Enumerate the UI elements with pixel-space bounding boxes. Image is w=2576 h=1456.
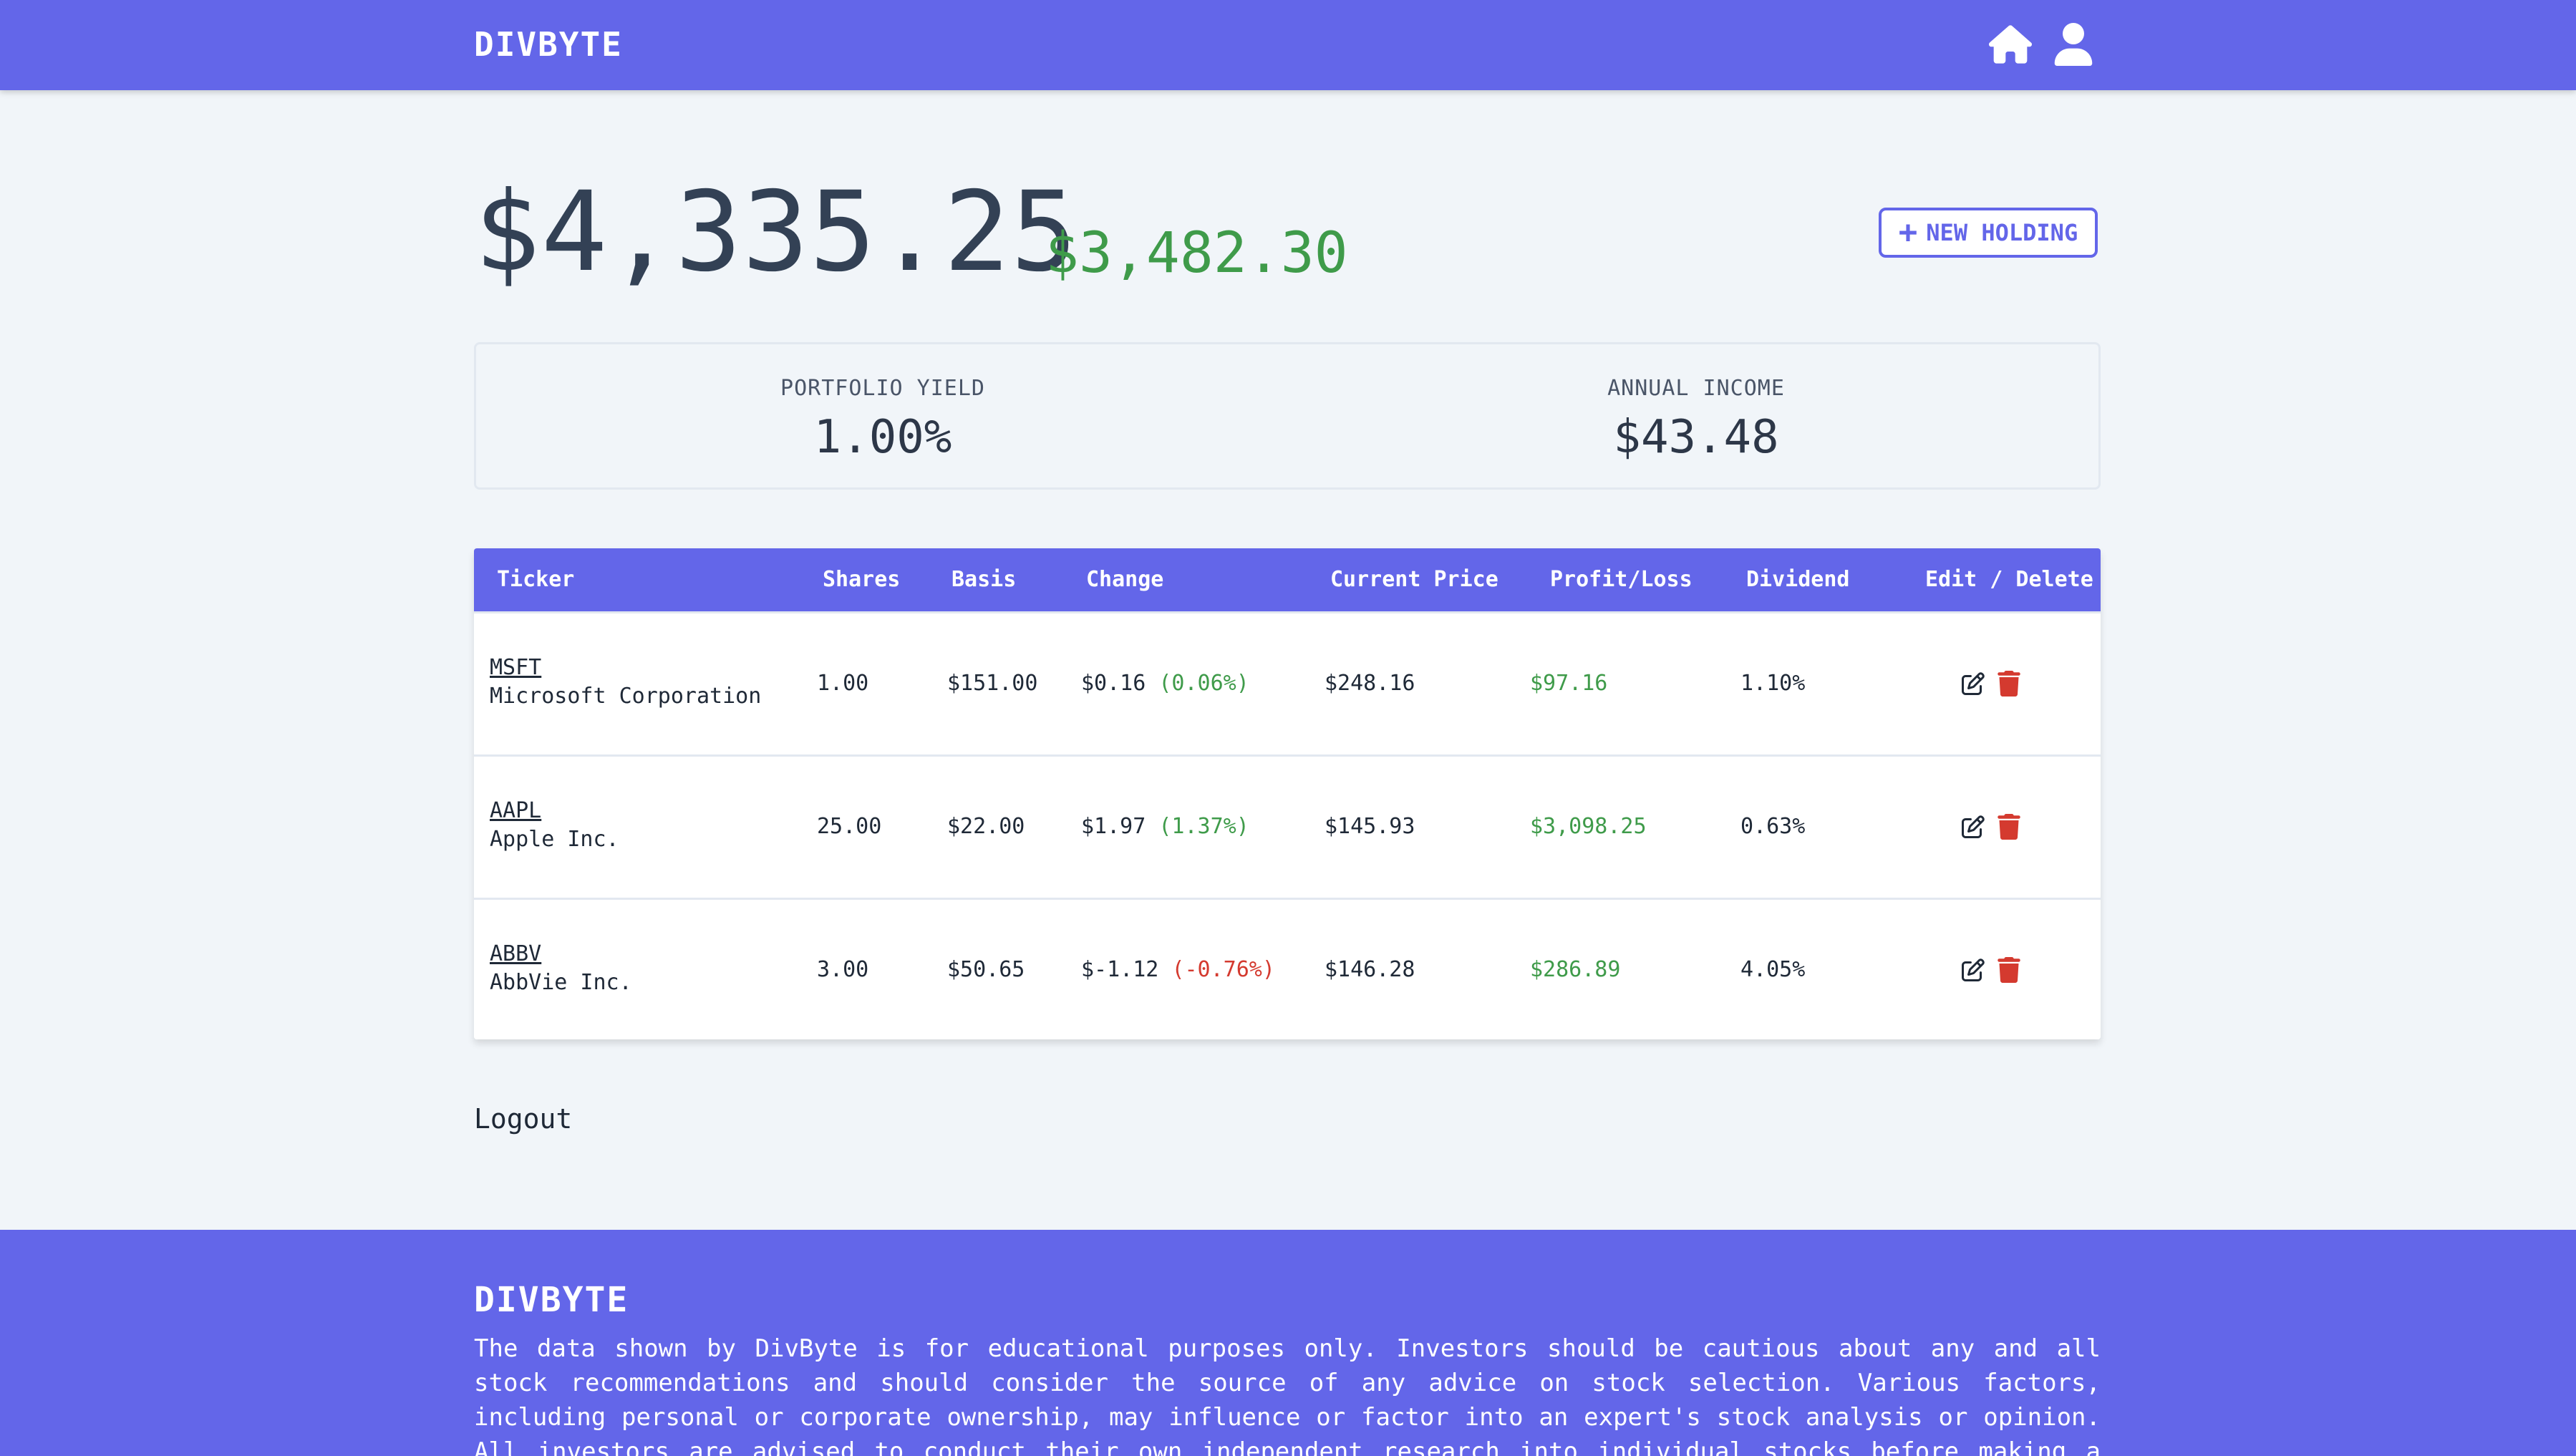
annual-income-stat: ANNUAL INCOME $43.48 [1289, 344, 2103, 487]
trash-icon[interactable] [1998, 814, 2020, 840]
column-header-change: Change [1086, 567, 1164, 592]
footer: DIVBYTE The data shown by DivByte is for… [0, 1230, 2576, 1456]
portfolio-total-value: $4,335.25 [474, 168, 1078, 296]
shares-cell: 1.00 [817, 671, 869, 696]
trash-icon[interactable] [1998, 671, 2020, 697]
column-header-dividend: Dividend [1746, 567, 1850, 592]
column-header-basis: Basis [952, 567, 1017, 592]
dividend-cell: 4.05% [1740, 957, 1806, 982]
basis-cell: $50.65 [947, 957, 1025, 982]
trash-icon[interactable] [1998, 957, 2020, 983]
current-price-cell: $145.93 [1325, 814, 1415, 839]
profit-loss-cell: $3,098.25 [1530, 814, 1647, 839]
edit-icon[interactable] [1962, 957, 1985, 983]
top-navbar: DIVBYTE [0, 0, 2576, 90]
ticker-link[interactable]: AAPL [490, 798, 542, 823]
table-row: AAPL Apple Inc. 25.00 $22.00 $1.97 (1.37… [474, 754, 2101, 898]
column-header-shares: Shares [823, 567, 901, 592]
dividend-cell: 0.63% [1740, 814, 1806, 839]
current-price-cell: $146.28 [1325, 957, 1415, 982]
plus-icon: + [1898, 214, 1918, 251]
brand-logo[interactable]: DIVBYTE [474, 25, 623, 64]
table-row: MSFT Microsoft Corporation 1.00 $151.00 … [474, 611, 2101, 754]
basis-cell: $22.00 [947, 814, 1025, 839]
ticker-link[interactable]: ABBV [490, 941, 542, 966]
annual-income-label: ANNUAL INCOME [1607, 376, 1785, 401]
portfolio-stats-card: PORTFOLIO YIELD 1.00% ANNUAL INCOME $43.… [474, 342, 2101, 490]
edit-icon[interactable] [1962, 814, 1985, 840]
portfolio-gain-value: $3,482.30 [1045, 221, 1348, 286]
new-holding-label: NEW HOLDING [1926, 219, 2078, 246]
table-header: Ticker Shares Basis Change Current Price… [474, 548, 2101, 611]
change-cell: $0.16 (0.06%) [1081, 671, 1249, 696]
portfolio-yield-stat: PORTFOLIO YIELD 1.00% [476, 344, 1289, 487]
change-cell: $-1.12 (-0.76%) [1081, 957, 1275, 982]
holdings-table: Ticker Shares Basis Change Current Price… [474, 548, 2101, 1039]
company-name: Microsoft Corporation [490, 684, 762, 709]
column-header-edit-delete: Edit / Delete [1925, 567, 2093, 592]
column-header-current-price: Current Price [1330, 567, 1498, 592]
current-price-cell: $248.16 [1325, 671, 1415, 696]
column-header-profit-loss: Profit/Loss [1550, 567, 1693, 592]
footer-brand: DIVBYTE [474, 1280, 629, 1320]
basis-cell: $151.00 [947, 671, 1038, 696]
portfolio-yield-label: PORTFOLIO YIELD [780, 376, 985, 401]
new-holding-button[interactable]: + NEW HOLDING [1879, 208, 2098, 258]
ticker-link[interactable]: MSFT [490, 655, 542, 680]
home-icon[interactable] [1989, 23, 2032, 66]
logout-link[interactable]: Logout [474, 1103, 573, 1135]
dividend-cell: 1.10% [1740, 671, 1806, 696]
user-icon[interactable] [2052, 23, 2095, 66]
profit-loss-cell: $286.89 [1530, 957, 1621, 982]
table-row: ABBV AbbVie Inc. 3.00 $50.65 $-1.12 (-0.… [474, 898, 2101, 1039]
company-name: Apple Inc. [490, 827, 619, 852]
shares-cell: 3.00 [817, 957, 869, 982]
footer-disclaimer: The data shown by DivByte is for educati… [474, 1334, 2101, 1456]
portfolio-yield-value: 1.00% [813, 411, 952, 464]
change-cell: $1.97 (1.37%) [1081, 814, 1249, 839]
company-name: AbbVie Inc. [490, 970, 632, 995]
profit-loss-cell: $97.16 [1530, 671, 1608, 696]
column-header-ticker: Ticker [497, 567, 575, 592]
annual-income-value: $43.48 [1613, 411, 1779, 464]
shares-cell: 25.00 [817, 814, 882, 839]
edit-icon[interactable] [1962, 671, 1985, 697]
